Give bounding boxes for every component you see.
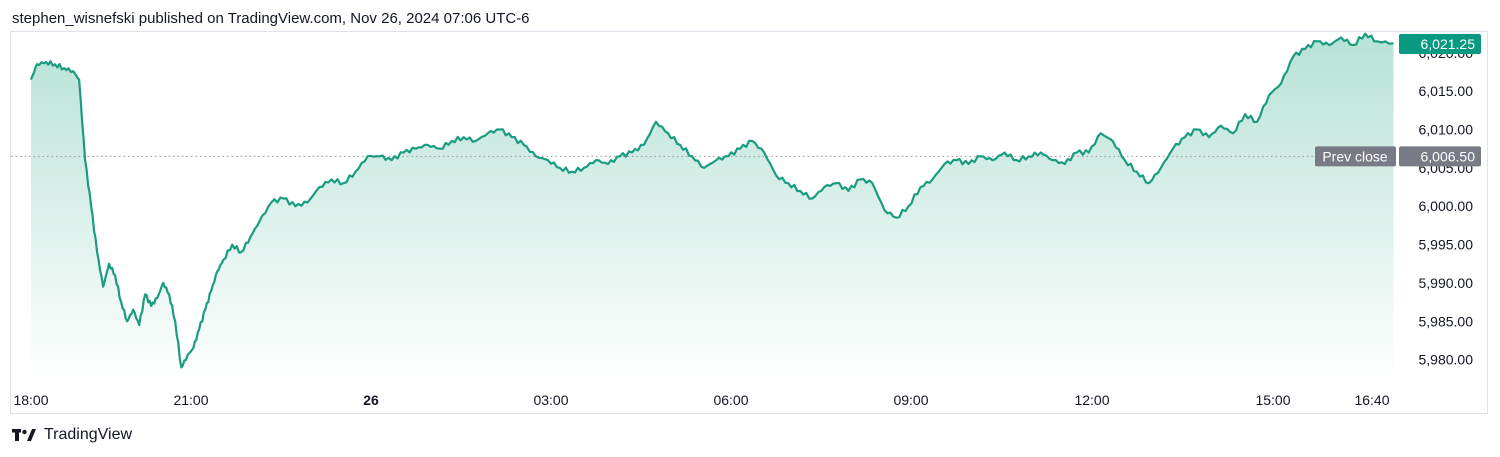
prev-close-badge <box>1315 146 1396 167</box>
x-tick-label: 06:00 <box>713 392 748 408</box>
y-tick-label: 6,015.00 <box>1419 83 1474 99</box>
brand-name: TradingView <box>44 426 133 443</box>
y-tick-label: 5,980.00 <box>1419 352 1474 368</box>
price-area-fill <box>31 33 1394 382</box>
tradingview-brand[interactable]: TradingView <box>12 426 132 444</box>
y-tick-label: 6,010.00 <box>1419 122 1474 138</box>
y-tick-label: 5,990.00 <box>1419 275 1474 291</box>
last-price-badge <box>1399 34 1481 54</box>
prev-close-value-badge <box>1399 146 1481 167</box>
x-tick-label: 21:00 <box>173 392 208 408</box>
x-tick-label: 18:00 <box>13 392 48 408</box>
x-tick-label: 26 <box>363 392 379 408</box>
prev-close-value: 6,006.50 <box>1421 148 1476 164</box>
tradingview-logo-icon <box>12 429 36 441</box>
publisher-line: stephen_wisnefski published on TradingVi… <box>12 10 530 27</box>
x-tick-label: 03:00 <box>533 392 568 408</box>
last-price-value: 6,021.25 <box>1421 36 1476 52</box>
x-tick-label: 12:00 <box>1074 392 1109 408</box>
x-tick-label: 15:00 <box>1255 392 1290 408</box>
chart-frame <box>10 31 1488 414</box>
y-tick-label: 6,000.00 <box>1419 198 1474 214</box>
y-tick-label: 5,985.00 <box>1419 313 1474 329</box>
prev-close-label: Prev close <box>1322 148 1388 164</box>
price-series-line[interactable] <box>29 32 1394 369</box>
x-tick-label: 16:40 <box>1354 392 1389 408</box>
y-tick-label: 5,995.00 <box>1419 237 1474 253</box>
x-tick-label: 09:00 <box>893 392 928 408</box>
